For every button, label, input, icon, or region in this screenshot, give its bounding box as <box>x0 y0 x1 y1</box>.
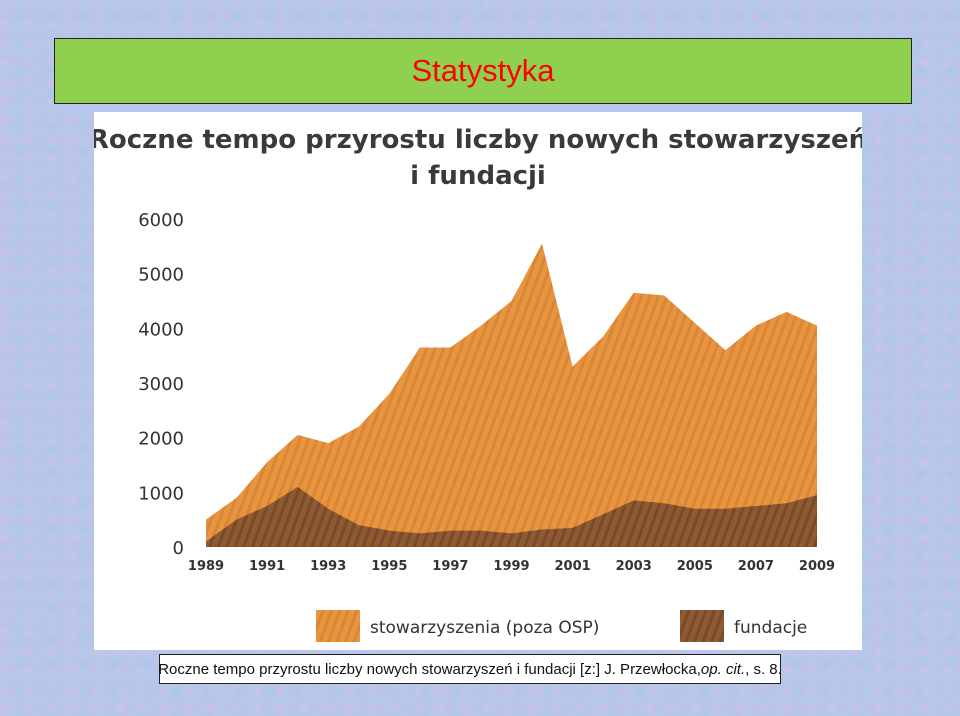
x-tick-label: 2007 <box>738 559 774 574</box>
legend-label-fundacje: fundacje <box>734 618 807 638</box>
x-tick-label: 1989 <box>188 559 224 574</box>
caption-italic: op. cit. <box>700 660 746 678</box>
y-axis-ticks: 0 1000 2000 3000 4000 5000 6000 <box>138 210 184 559</box>
caption-tail: , s. 8. <box>745 660 782 678</box>
x-tick-label: 2003 <box>616 559 652 574</box>
legend-swatch-stowarzyszenia <box>316 610 360 642</box>
series-area-stowarzyszenia <box>206 243 817 547</box>
y-tick-label: 4000 <box>138 319 184 340</box>
y-tick-label: 3000 <box>138 374 184 395</box>
x-tick-label: 2001 <box>555 559 591 574</box>
caption-main: Roczne tempo przyrostu liczby nowych sto… <box>158 660 701 678</box>
y-tick-label: 0 <box>173 538 184 559</box>
area-chart: Roczne tempo przyrostu liczby nowych sto… <box>94 125 862 642</box>
legend-label-stowarzyszenia: stowarzyszenia (poza OSP) <box>370 618 599 638</box>
legend: stowarzyszenia (poza OSP) fundacje <box>316 610 807 642</box>
chart-title-line2: i fundacji <box>410 161 546 191</box>
x-tick-label: 1991 <box>249 559 285 574</box>
y-tick-label: 1000 <box>138 483 184 504</box>
x-tick-label: 1997 <box>432 559 468 574</box>
x-axis-ticks: 1989 1991 1993 1995 1997 1999 2001 2003 2005 2007… <box>188 559 835 574</box>
x-tick-label: 2009 <box>799 559 835 574</box>
x-tick-label: 1995 <box>371 559 407 574</box>
x-tick-label: 2005 <box>677 559 713 574</box>
y-tick-label: 5000 <box>138 265 184 286</box>
chart-areas <box>206 243 817 547</box>
y-tick-label: 2000 <box>138 429 184 450</box>
legend-swatch-fundacje <box>680 610 724 642</box>
x-tick-label: 1999 <box>493 559 529 574</box>
chart-title-line1: Roczne tempo przyrostu liczby nowych sto… <box>94 125 862 155</box>
slide-title-bar: Statystyka <box>54 38 912 104</box>
slide-title: Statystyka <box>411 53 555 88</box>
series-area-fundacje <box>206 486 817 547</box>
chart-container: Roczne tempo przyrostu liczby nowych sto… <box>94 112 862 650</box>
source-caption: Roczne tempo przyrostu liczby nowych sto… <box>158 654 782 684</box>
x-tick-label: 1993 <box>310 559 346 574</box>
y-tick-label: 6000 <box>138 210 184 231</box>
